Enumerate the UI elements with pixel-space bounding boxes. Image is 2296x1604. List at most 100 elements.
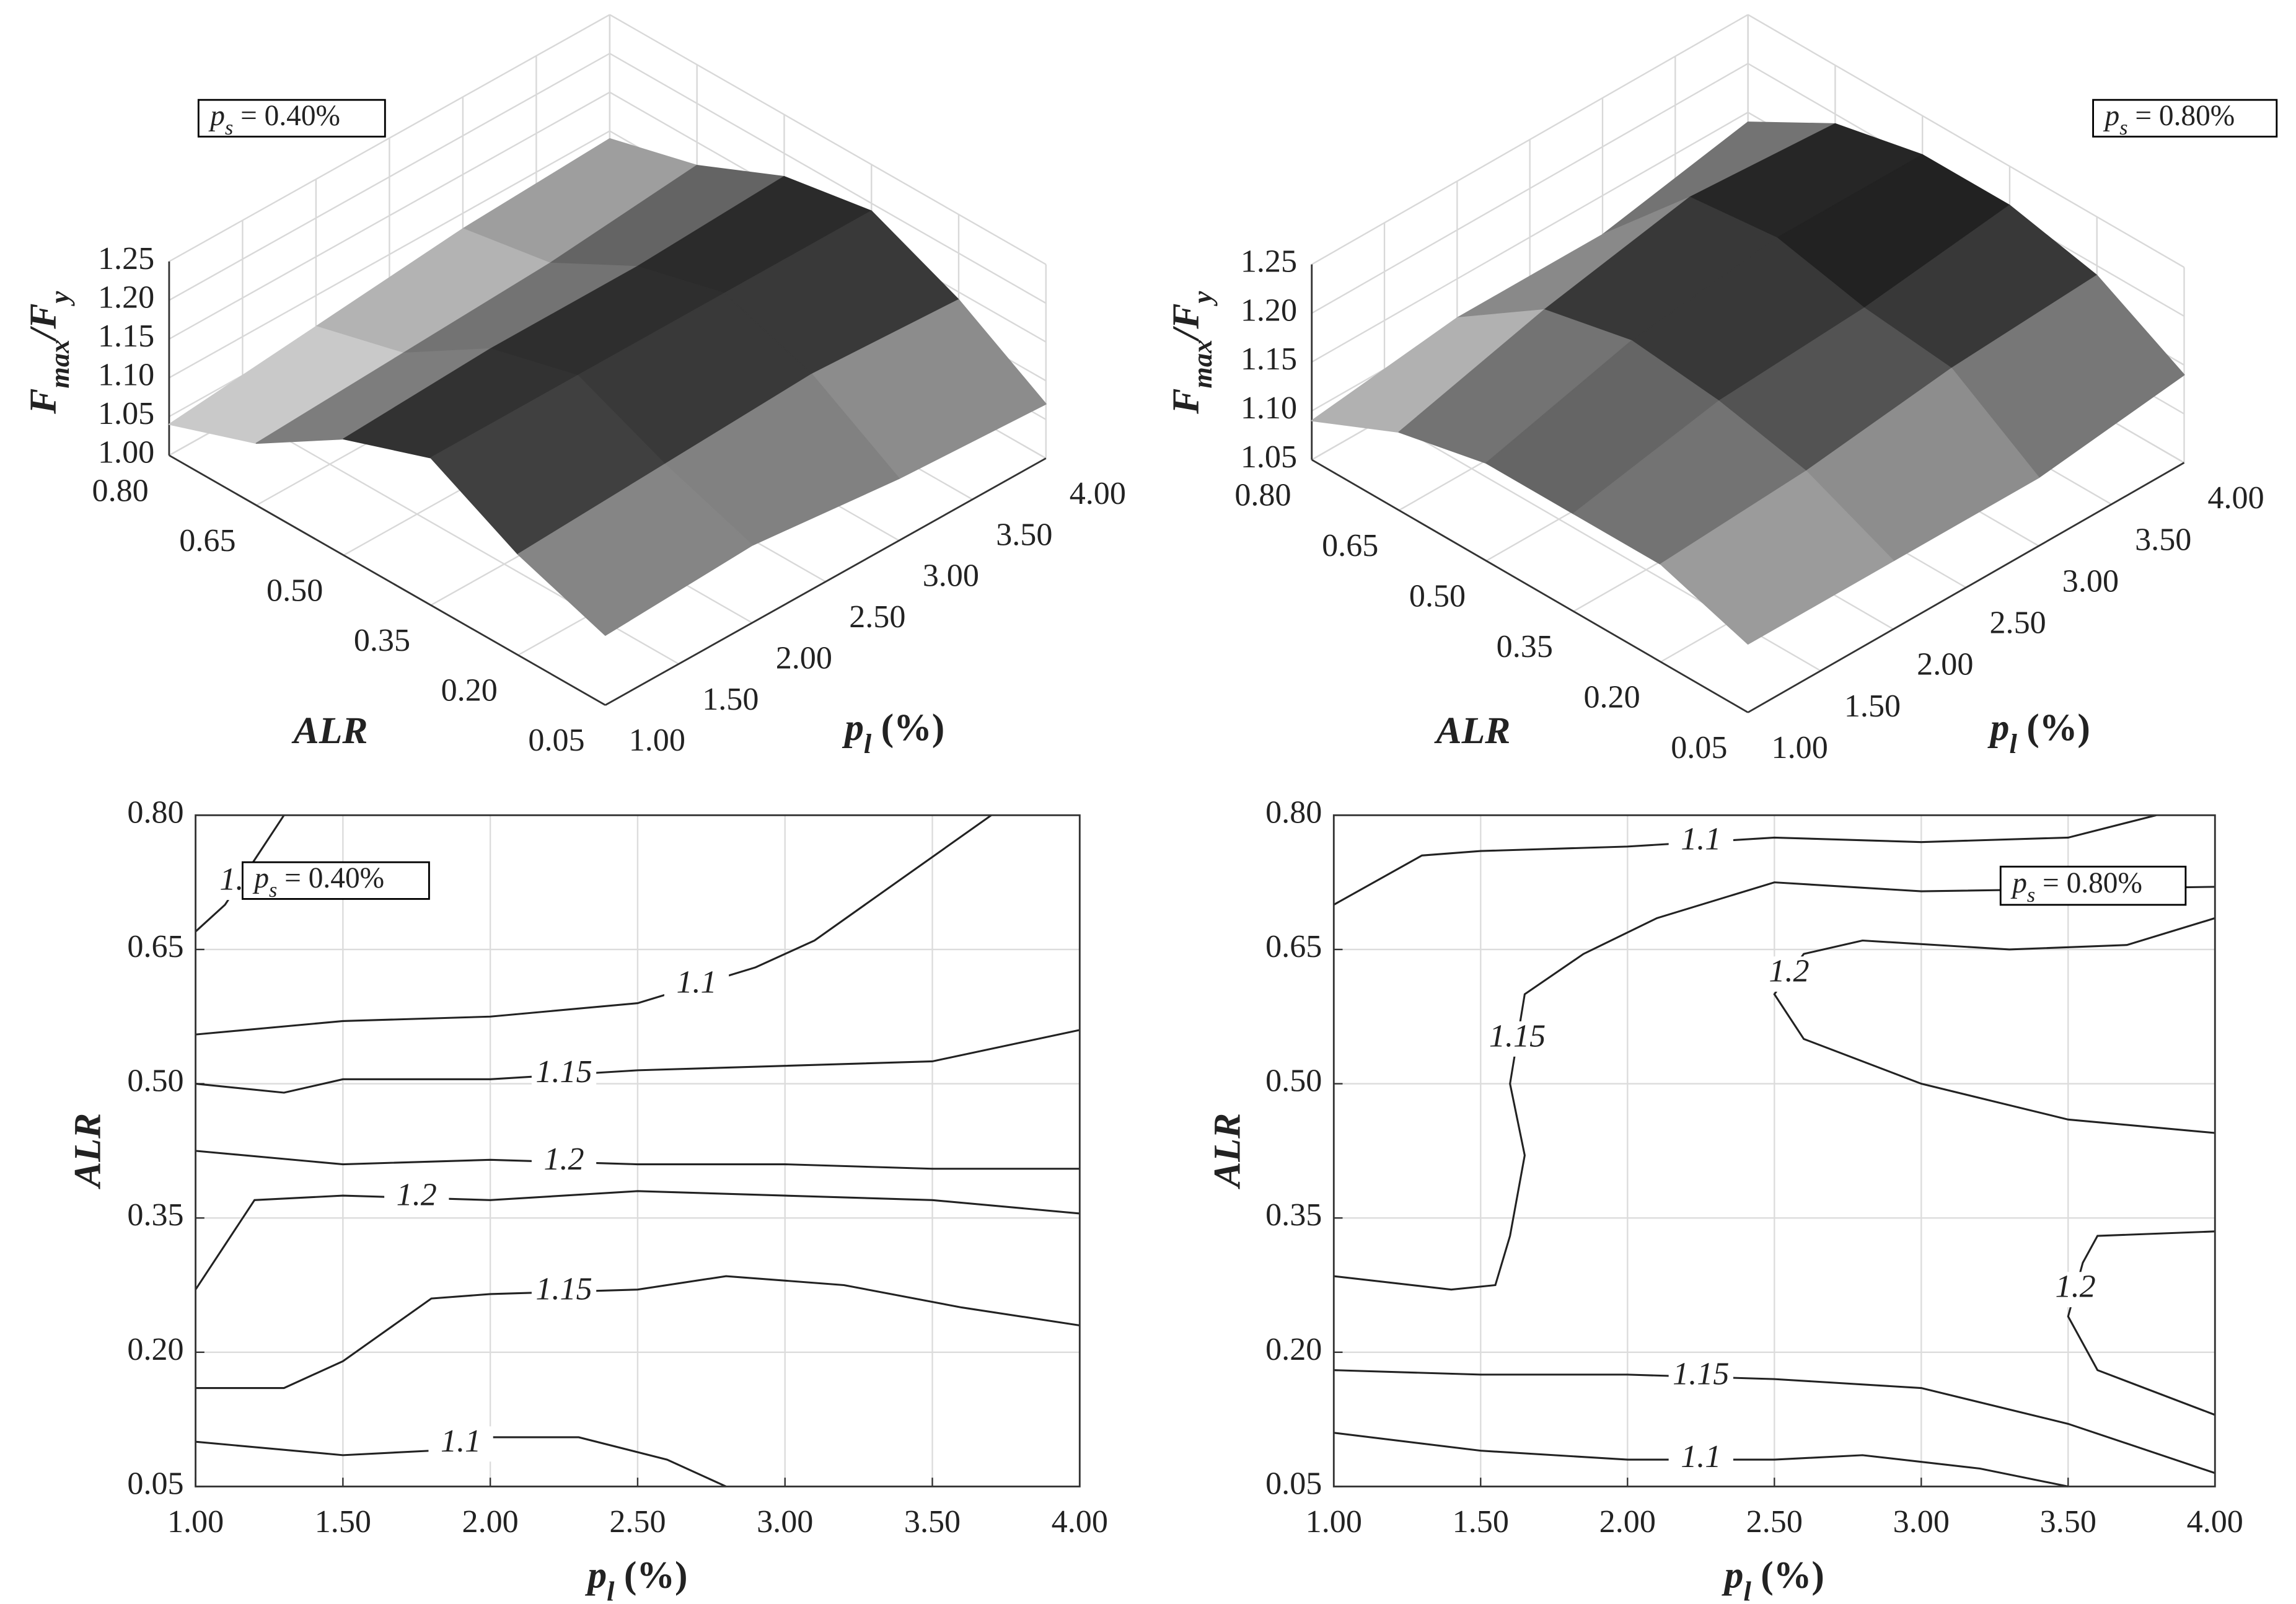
- label-part: p: [208, 100, 225, 132]
- grid-line: [609, 14, 1047, 265]
- contour-label: 1.15: [1673, 1356, 1729, 1391]
- x-tick-label: 2.50: [849, 599, 905, 635]
- y-tick-label: 0.50: [1265, 1064, 1322, 1099]
- x-tick-label: 2.50: [609, 1504, 666, 1540]
- annotation: ps = 0.80%: [2103, 100, 2235, 139]
- y-tick-label: 0.05: [1265, 1466, 1322, 1501]
- x-tick-label: 1.00: [629, 723, 685, 758]
- z-axis-label: Fmax/Fy: [22, 291, 75, 415]
- x-tick-label: 2.00: [1917, 647, 1973, 682]
- contour-label: 1.15: [535, 1054, 592, 1090]
- axis-line: [1747, 462, 2185, 713]
- annotation-box: [2092, 99, 2278, 138]
- x-tick-label: 2.50: [1746, 1504, 1803, 1540]
- y-axis-label: ALR: [1434, 710, 1511, 752]
- grid-line: [169, 14, 610, 262]
- contour-label: 1.1: [1681, 822, 1721, 857]
- label-part: ALR: [291, 710, 368, 752]
- contour-label: 1.1: [441, 1424, 481, 1459]
- x-tick-label: 4.00: [1070, 476, 1126, 511]
- grid-line: [169, 130, 610, 379]
- y-tick-label: 0.65: [1322, 528, 1378, 563]
- label-part: s: [2119, 117, 2127, 139]
- z-tick-label: 1.25: [1241, 244, 1297, 280]
- contour-label-bg: [384, 1180, 449, 1216]
- label-part: p: [1722, 1554, 1744, 1597]
- contour-label-bg: [531, 1057, 597, 1093]
- label-part: F: [22, 389, 64, 415]
- label-part: (%): [871, 707, 944, 749]
- label-part: p: [584, 1554, 607, 1597]
- label-part: p: [252, 862, 269, 894]
- y-tick-label: 0.20: [1583, 679, 1640, 715]
- y-tick-label: 0.35: [354, 623, 410, 658]
- label-part: /F: [1165, 304, 1207, 342]
- y-tick-label: 0.20: [441, 673, 498, 708]
- x-tick-label: 3.00: [757, 1504, 813, 1540]
- label-part: s: [2027, 884, 2035, 907]
- contour-label: 1.2: [397, 1178, 437, 1213]
- x-axis-label: pl (%): [584, 1554, 687, 1604]
- y-tick-label: 0.65: [1265, 929, 1322, 964]
- plot-frame: [195, 814, 1081, 1487]
- y-axis-label: ALR: [1207, 1113, 1249, 1190]
- grid-line: [169, 91, 610, 340]
- y-tick-label: 0.05: [1671, 730, 1727, 765]
- y-tick-label: 0.20: [1265, 1332, 1322, 1367]
- x-tick-label: 2.00: [462, 1504, 519, 1540]
- label-part: = 0.40%: [233, 100, 340, 132]
- label-part: l: [2009, 728, 2017, 759]
- y-axis-label: ALR: [66, 1113, 108, 1190]
- contour-line: [195, 1190, 1080, 1290]
- x-tick-label: 1.00: [1772, 730, 1828, 765]
- annotation-box: [241, 861, 430, 900]
- x-tick-label: 3.50: [2040, 1504, 2096, 1540]
- label-part: = 0.40%: [277, 862, 384, 894]
- label-part: p: [2010, 867, 2027, 899]
- contour-label-bg: [2043, 1272, 2108, 1308]
- y-tick-label: 0.65: [127, 929, 183, 964]
- contour-label-bg: [1485, 1021, 1550, 1057]
- x-tick-label: 3.00: [923, 558, 979, 594]
- annotation: ps = 0.80%: [2010, 867, 2142, 907]
- label-part: (%): [2017, 707, 2090, 749]
- axis-line: [169, 454, 606, 706]
- label-part: l: [607, 1576, 615, 1604]
- label-part: max: [1187, 340, 1218, 389]
- surface-cell: [1660, 470, 1894, 645]
- x-tick-label: 3.00: [2062, 563, 2119, 599]
- z-tick-label: 1.10: [1241, 390, 1297, 426]
- x-tick-label: 1.50: [315, 1504, 371, 1540]
- label-part: p: [842, 707, 864, 749]
- contour-label-bg: [1668, 1442, 1733, 1478]
- label-part: s: [269, 879, 277, 902]
- x-tick-label: 1.50: [702, 682, 759, 717]
- y-tick-label: 0.80: [1265, 795, 1322, 830]
- plot-frame: [1332, 814, 2216, 1487]
- label-part: l: [1744, 1576, 1752, 1604]
- x-tick-label: 1.00: [1306, 1504, 1362, 1540]
- axis-line: [1311, 459, 1749, 713]
- label-part: /F: [22, 304, 64, 342]
- x-tick-label: 4.00: [2207, 480, 2264, 516]
- z-tick-label: 1.15: [98, 319, 154, 354]
- y-tick-label: 0.80: [1234, 477, 1291, 513]
- contour-label: 1.2: [2056, 1269, 2096, 1305]
- label-part: s: [225, 117, 233, 139]
- contour-label-bg: [664, 967, 729, 1003]
- x-tick-label: 1.00: [167, 1504, 224, 1540]
- x-tick-label: 3.50: [2135, 522, 2191, 557]
- contour-label: 1.1: [1681, 1439, 1721, 1474]
- y-tick-label: 0.50: [127, 1064, 183, 1099]
- x-tick-label: 3.50: [904, 1504, 961, 1540]
- contour-line: [1334, 1432, 2069, 1487]
- y-tick-label: 0.65: [179, 523, 235, 558]
- axis-line: [605, 457, 1047, 706]
- z-axis-label: Fmax/Fy: [1165, 291, 1218, 415]
- annotation-box: [197, 99, 386, 138]
- y-tick-label: 0.20: [127, 1332, 183, 1367]
- x-tick-label: 2.00: [1599, 1504, 1656, 1540]
- contour-label-bg: [531, 1274, 597, 1310]
